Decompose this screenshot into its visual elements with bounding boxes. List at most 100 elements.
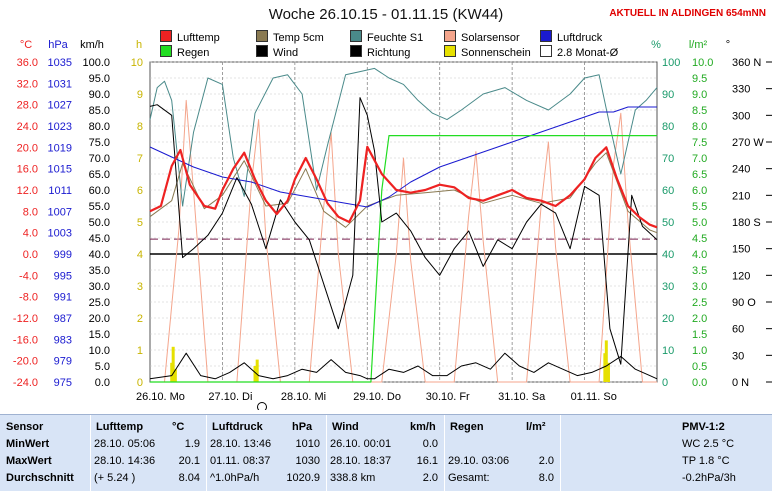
wind-axis-unit: km/h xyxy=(80,39,104,51)
x-tick-label: 29.10. Do xyxy=(353,391,401,403)
temp-tick-label: 0.0 xyxy=(23,249,38,261)
stats-value: 1.9 xyxy=(184,438,200,450)
sunshine-bar xyxy=(255,359,259,382)
legend-swatch xyxy=(160,30,172,42)
stats-value: 2.0 xyxy=(422,472,438,484)
humidity-tick-label: 40 xyxy=(662,249,674,261)
temp-tick-label: -20.0 xyxy=(13,356,38,368)
pressure-tick-label: 1027 xyxy=(48,100,72,112)
legend-item-sonnenschein[interactable]: Sonnenschein xyxy=(444,45,531,59)
sun-tick-label: 7 xyxy=(137,153,143,165)
temp-axis-unit: °C xyxy=(20,39,32,51)
temp-tick-label: -8.0 xyxy=(19,292,38,304)
legend-swatch xyxy=(540,45,552,57)
pressure-tick-label: 987 xyxy=(54,313,72,325)
stats-value: 1030 xyxy=(295,455,320,467)
rain-tick-label: 4.0 xyxy=(692,249,707,261)
stats-column-header: Luftdruck xyxy=(212,421,263,433)
temp-tick-label: -12.0 xyxy=(13,313,38,325)
wind-tick-label: 0.0 xyxy=(95,377,110,389)
rain-tick-label: 6.5 xyxy=(692,169,707,181)
temp-tick-label: 24.0 xyxy=(17,121,38,133)
pressure-tick-label: 1035 xyxy=(48,57,72,69)
temp-tick-label: 28.0 xyxy=(17,100,38,112)
pmv-value: WC 2.5 °C xyxy=(682,438,735,450)
stats-column-unit: hPa xyxy=(292,421,313,433)
sun-tick-label: 1 xyxy=(137,345,143,357)
stats-value: 2.0 xyxy=(538,455,554,467)
rain-tick-label: 8.0 xyxy=(692,121,707,133)
direction-tick-label: 360 N xyxy=(732,57,761,69)
stats-time-value: 01.11. 08:37 xyxy=(210,455,271,467)
direction-tick-label: 90 O xyxy=(732,297,756,309)
legend-item-regen[interactable]: Regen xyxy=(160,45,209,59)
wind-tick-label: 50.0 xyxy=(89,217,110,229)
x-tick-label: 28.10. Mi xyxy=(281,391,326,403)
x-tick-label: 30.10. Fr xyxy=(426,391,470,403)
series-line-wind xyxy=(149,352,658,380)
humidity-axis-unit: % xyxy=(651,39,661,51)
legend-item-luftdruck[interactable]: Luftdruck xyxy=(540,30,602,44)
series-line-luftdruck xyxy=(149,106,657,208)
wind-tick-label: 20.0 xyxy=(89,313,110,325)
slider-handle-icon xyxy=(257,402,267,410)
sun-tick-label: 6 xyxy=(137,185,143,197)
legend-item-wind[interactable]: Wind xyxy=(256,45,298,59)
rain-tick-label: 5.0 xyxy=(692,217,707,229)
legend-swatch xyxy=(256,45,268,57)
weather-chart: 26.10. Mo 27.10. Di 28.10. Mi 29.10. Do 30.1… xyxy=(13,39,772,410)
stats-column-unit: l/m² xyxy=(526,421,546,433)
stats-time-value: 338.8 km xyxy=(330,472,376,484)
direction-tick-label: 150 xyxy=(732,244,750,256)
rain-tick-label: 3.0 xyxy=(692,281,707,293)
stats-time-value: 28.10. 14:36 xyxy=(94,455,156,467)
sun-axis-unit: h xyxy=(136,39,142,51)
pressure-tick-label: 1023 xyxy=(48,121,72,133)
rain-tick-label: 1.0 xyxy=(692,345,707,357)
pressure-tick-label: 1007 xyxy=(48,206,72,218)
legend-item-temp5cm[interactable]: Temp 5cm xyxy=(256,30,324,44)
humidity-tick-label: 50 xyxy=(662,217,674,229)
stats-value: 0.0 xyxy=(422,438,438,450)
wind-tick-label: 80.0 xyxy=(89,121,110,133)
sun-tick-label: 4 xyxy=(137,249,143,261)
wind-tick-label: 45.0 xyxy=(89,233,110,245)
sun-tick-label: 2 xyxy=(137,313,143,325)
legend-swatch xyxy=(350,30,362,42)
rain-tick-label: 9.5 xyxy=(692,73,707,85)
pressure-tick-label: 1031 xyxy=(48,78,72,90)
wind-tick-label: 90.0 xyxy=(89,89,110,101)
sun-tick-label: 3 xyxy=(137,281,143,293)
legend-swatch xyxy=(256,30,268,42)
legend-item-monat-avg[interactable]: 2.8 Monat-Ø xyxy=(540,45,618,59)
legend-item-richtung[interactable]: Richtung xyxy=(350,45,410,59)
humidity-tick-label: 80 xyxy=(662,121,674,133)
legend-item-solarsensor[interactable]: Solarsensor xyxy=(444,30,520,44)
legend-item-lufttemp[interactable]: Lufttemp xyxy=(160,30,220,44)
pressure-tick-label: 1015 xyxy=(48,164,72,176)
series-layer xyxy=(149,67,658,383)
temp-tick-label: 4.0 xyxy=(23,228,38,240)
pressure-axis-unit: hPa xyxy=(48,39,68,51)
stats-row-label: Durchschnitt xyxy=(6,472,74,484)
stats-time-value: Gesamt: xyxy=(448,472,490,484)
stats-value: 8.04 xyxy=(178,472,200,484)
legend-item-feuchte[interactable]: Feuchte S1 xyxy=(350,30,423,44)
wind-tick-label: 25.0 xyxy=(89,297,110,309)
stats-time-value: 29.10. 03:06 xyxy=(448,455,510,467)
pressure-tick-label: 1003 xyxy=(48,228,72,240)
chart-title: Woche 26.10.15 - 01.11.15 (KW44) xyxy=(268,6,504,23)
direction-tick-label: 240 xyxy=(732,164,750,176)
temp-tick-label: 36.0 xyxy=(17,57,38,69)
wind-tick-label: 95.0 xyxy=(89,73,110,85)
sunshine-bar xyxy=(604,340,608,382)
stats-column-header: Wind xyxy=(332,421,359,433)
direction-tick-label: 30 xyxy=(732,350,744,362)
direction-tick-label: 60 xyxy=(732,324,744,336)
series-line-regen xyxy=(150,135,657,383)
humidity-tick-label: 90 xyxy=(662,89,674,101)
rain-tick-label: 2.5 xyxy=(692,297,707,309)
temp-tick-label: 32.0 xyxy=(17,78,38,90)
direction-tick-label: 270 W xyxy=(732,137,764,149)
legend-swatch xyxy=(444,45,456,57)
